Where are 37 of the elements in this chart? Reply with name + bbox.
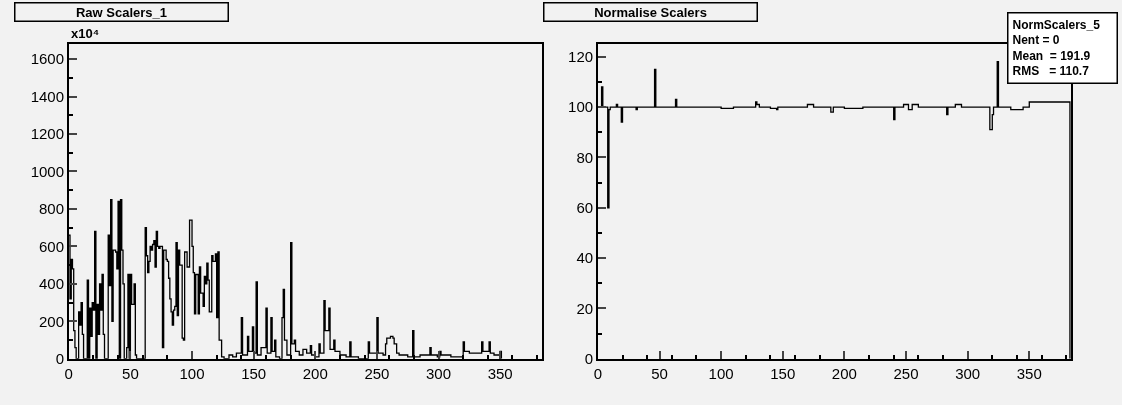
x-tick-label: 250 [364,364,390,382]
x-tick-label: 300 [955,364,981,382]
text: NormScalers_5 [1012,17,1101,32]
x-tick-label: 150 [770,364,796,382]
y-tick-label: 1400 [30,87,65,105]
x-tick-label: 100 [708,364,734,382]
y-tick-label: 400 [38,275,65,293]
y-tick-label: 80 [576,148,594,166]
y-axis-title: x10⁴ [71,26,100,41]
x-tick-label: 350 [487,364,513,382]
x-tick-label: 250 [893,364,919,382]
annotation: RMS = 110.7 [1012,64,1090,79]
y-tick-label: 20 [576,299,594,317]
x-tick-label: 50 [651,364,668,382]
chart-title: Raw Scalers_1 [75,4,168,20]
annotation: Mean = 191.9 [1012,48,1091,63]
y-tick-label: 1200 [30,125,65,143]
x-tick-label: 150 [241,364,267,382]
y-tick-label: 100 [568,98,594,116]
y-tick-label: 60 [576,198,594,216]
x-tick-label: 300 [426,364,452,382]
chart-title: Normalise Scalers [594,4,707,20]
y-tick-label: 0 [55,350,65,368]
y-tick-label: 200 [38,312,65,330]
y-tick-label: 0 [584,350,594,368]
y-tick-label: 120 [568,47,594,65]
x-tick-label: 100 [179,364,205,382]
x-tick-label: 350 [1016,364,1042,382]
y-tick-label: 600 [38,237,65,255]
x-tick-label: 200 [302,364,328,382]
y-tick-label: 1600 [30,50,65,68]
y-tick-label: 1000 [30,162,65,180]
annotation: Nent = 0 [1012,33,1060,48]
x-tick-label: 200 [831,364,857,382]
x-tick-label: 50 [122,364,139,382]
y-tick-label: 40 [576,249,594,267]
y-tick-label: 800 [38,200,65,218]
